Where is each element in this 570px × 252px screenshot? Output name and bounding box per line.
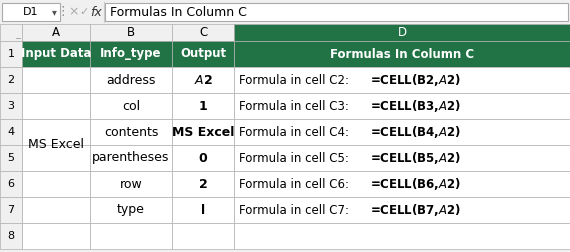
Text: Formula in cell C4:: Formula in cell C4: [239,125,353,139]
Bar [90,67,172,93]
Text: D: D [397,26,406,39]
Bar [0,119,22,145]
Text: Formulas In Column C: Formulas In Column C [330,47,474,60]
Bar [172,119,234,145]
Text: =CELL(B5,$A$2): =CELL(B5,$A$2) [370,150,461,166]
Bar [172,67,234,93]
Bar [0,223,22,249]
Bar [172,223,234,249]
Text: B: B [127,26,135,39]
Text: Input Data: Input Data [21,47,91,60]
Text: 3: 3 [7,101,14,111]
Text: 4: 4 [7,127,15,137]
Text: ×: × [69,6,79,18]
Bar [90,119,172,145]
Text: 7: 7 [7,205,15,215]
Bar [22,24,90,41]
Bar [0,0,570,24]
Bar [90,197,172,223]
Bar [90,41,172,67]
Bar [0,41,22,67]
Text: MS Excel: MS Excel [172,125,234,139]
Bar [172,197,234,223]
Bar [22,171,90,197]
Bar [2,3,60,21]
Bar [22,119,90,145]
Bar [234,24,570,41]
Text: Formula in cell C6:: Formula in cell C6: [239,177,353,191]
Text: Output: Output [180,47,226,60]
Bar [234,41,570,67]
Text: 2: 2 [198,177,207,191]
Bar [22,67,90,93]
Text: 1: 1 [7,49,14,59]
Text: Formula in cell C3:: Formula in cell C3: [239,100,353,112]
Bar [172,145,234,171]
Text: address: address [107,74,156,86]
Text: Info_type: Info_type [100,47,162,60]
Bar [172,171,234,197]
Text: Formulas In Column C: Formulas In Column C [110,6,247,18]
Text: 2: 2 [7,75,15,85]
Text: contents: contents [104,125,158,139]
Text: ▾: ▾ [51,7,56,17]
Text: A: A [52,26,60,39]
Text: row: row [120,177,142,191]
Text: 6: 6 [7,179,14,189]
Bar [0,67,22,93]
Bar [90,171,172,197]
Text: =CELL(B3,$A$2): =CELL(B3,$A$2) [370,98,461,114]
Text: fx: fx [90,6,102,18]
Text: col: col [122,100,140,112]
Bar [234,197,570,223]
Bar [234,67,570,93]
Bar [22,197,90,223]
Text: 0: 0 [198,151,207,165]
Text: C: C [199,26,207,39]
Bar [172,93,234,119]
Text: Formula in cell C7:: Formula in cell C7: [239,204,353,216]
Text: =CELL(B6,$A$2): =CELL(B6,$A$2) [370,176,461,192]
Text: l: l [201,204,205,216]
Text: parentheses: parentheses [92,151,170,165]
Bar [90,223,172,249]
Text: =CELL(B4,$A$2): =CELL(B4,$A$2) [370,124,461,140]
Text: 1: 1 [198,100,207,112]
Bar [234,223,570,249]
Text: Formula in cell C5:: Formula in cell C5: [239,151,353,165]
Bar [105,3,568,21]
Text: ⋮: ⋮ [57,6,69,18]
Bar [90,93,172,119]
Bar [22,145,90,171]
Bar [172,24,234,41]
Text: =CELL(B2,$A$2): =CELL(B2,$A$2) [370,72,461,88]
Bar [0,93,22,119]
Bar [0,145,22,171]
Text: $A$2: $A$2 [194,74,213,86]
Bar [234,145,570,171]
Bar [172,41,234,67]
Bar [22,223,90,249]
Bar [234,171,570,197]
Text: type: type [117,204,145,216]
Bar [90,145,172,171]
Text: Formula in cell C2:: Formula in cell C2: [239,74,353,86]
Bar [234,119,570,145]
Bar [22,93,90,119]
Bar [90,24,172,41]
Bar [234,93,570,119]
Text: 5: 5 [7,153,14,163]
Text: =CELL(B7,$A$2): =CELL(B7,$A$2) [370,202,461,218]
Text: MS Excel: MS Excel [28,139,84,151]
Bar [0,171,22,197]
Text: D1: D1 [23,7,39,17]
Text: 8: 8 [7,231,15,241]
Text: ✓: ✓ [79,7,89,17]
Bar [22,41,90,67]
Bar [0,197,22,223]
Bar [0,24,22,41]
